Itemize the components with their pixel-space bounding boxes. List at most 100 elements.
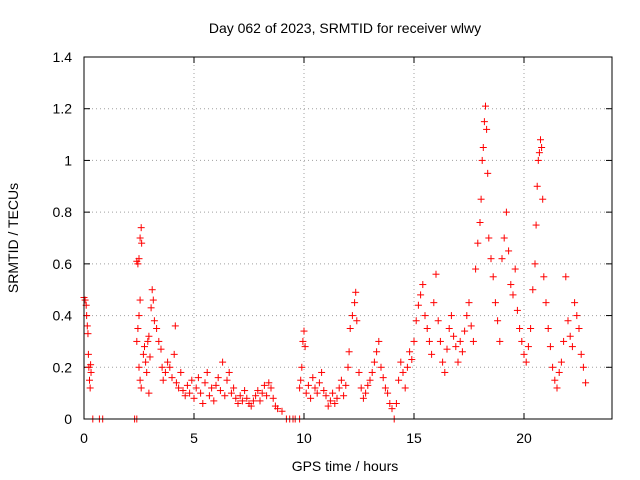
data-point <box>133 337 141 345</box>
y-tick-label: 1.4 <box>53 49 73 65</box>
data-point <box>236 392 244 400</box>
data-point <box>221 392 229 400</box>
data-point <box>135 312 143 320</box>
data-point <box>320 387 328 395</box>
data-point <box>428 350 436 358</box>
data-point <box>153 325 161 332</box>
data-point <box>362 389 370 397</box>
data-point <box>494 317 502 325</box>
data-point <box>145 389 153 397</box>
data-point <box>335 384 343 392</box>
data-point <box>86 384 94 392</box>
data-point <box>516 325 524 332</box>
data-point <box>482 102 489 110</box>
data-point <box>392 399 400 407</box>
data-point <box>513 306 521 314</box>
data-point <box>434 317 442 325</box>
data-point <box>386 399 394 407</box>
data-point <box>467 322 475 330</box>
data-point <box>168 374 176 382</box>
data-point <box>480 118 488 126</box>
data-point <box>157 345 165 353</box>
data-point <box>81 296 89 304</box>
y-tick-label: 1.2 <box>53 101 73 117</box>
data-point <box>171 322 179 330</box>
data-point <box>234 399 242 407</box>
data-point <box>560 337 568 345</box>
data-point <box>267 384 275 392</box>
data-point <box>450 332 458 340</box>
data-point <box>304 381 312 389</box>
data-point <box>214 374 222 382</box>
data-point <box>491 299 499 307</box>
data-point <box>533 182 541 190</box>
data-point <box>324 402 332 410</box>
data-point <box>216 387 224 395</box>
data-point <box>509 291 517 299</box>
data-point <box>194 374 202 382</box>
data-point <box>395 376 403 384</box>
data-point <box>307 394 315 402</box>
y-tick-label: 0 <box>64 411 72 427</box>
data-point <box>326 397 334 405</box>
data-point <box>408 356 416 364</box>
y-tick-label: 1 <box>64 152 72 168</box>
data-point <box>138 239 146 247</box>
data-point <box>531 260 539 268</box>
data-point <box>300 327 308 335</box>
data-point <box>170 350 178 358</box>
data-point <box>520 350 528 358</box>
data-point <box>463 312 471 320</box>
data-point <box>406 348 414 356</box>
data-point <box>86 376 93 384</box>
data-point <box>331 399 339 407</box>
data-point <box>544 325 552 332</box>
data-point <box>84 350 92 358</box>
data-point <box>368 368 376 376</box>
chart-title: Day 062 of 2023, SRMTID for receiver wlw… <box>209 20 481 36</box>
data-point <box>549 363 557 371</box>
data-point <box>484 169 492 177</box>
data-point <box>384 389 392 397</box>
data-point <box>134 260 142 268</box>
data-point <box>309 374 317 382</box>
data-point <box>359 394 367 402</box>
data-point <box>562 273 570 281</box>
data-point <box>436 337 444 345</box>
data-point <box>219 358 227 366</box>
data-point <box>542 299 550 307</box>
data-point <box>322 392 330 400</box>
data-point <box>423 325 431 332</box>
data-point <box>210 397 218 405</box>
data-point <box>225 368 233 376</box>
data-point <box>144 337 152 345</box>
data-point <box>529 286 537 294</box>
data-point <box>263 392 271 400</box>
data-point <box>136 376 144 384</box>
data-point <box>223 376 231 384</box>
data-point <box>201 379 209 387</box>
data-point <box>505 247 513 255</box>
data-point <box>557 358 565 366</box>
data-point <box>430 299 438 307</box>
data-point <box>164 358 172 366</box>
x-tick-label: 20 <box>516 430 532 446</box>
data-point <box>477 195 485 203</box>
data-point <box>507 281 515 289</box>
data-point <box>147 304 155 312</box>
data-point <box>340 392 348 400</box>
data-point <box>83 322 91 330</box>
data-point <box>142 358 150 366</box>
data-point <box>208 384 216 392</box>
data-point <box>388 405 396 413</box>
data-point <box>568 343 576 351</box>
data-point <box>352 288 360 296</box>
data-point <box>155 337 163 345</box>
data-point <box>172 379 180 387</box>
data-point <box>399 368 407 376</box>
data-point <box>377 363 385 371</box>
x-tick-label: 5 <box>190 430 198 446</box>
data-point <box>425 337 433 345</box>
data-point <box>181 392 189 400</box>
